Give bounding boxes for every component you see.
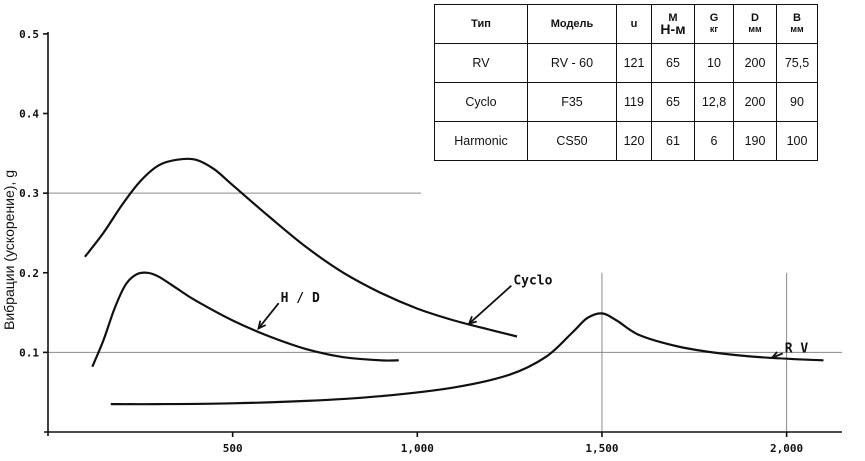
spec-header-cell: Модель <box>527 4 617 44</box>
spec-header-label: D <box>751 12 759 24</box>
annotation-arrowhead <box>769 351 780 360</box>
series-line-h-d <box>91 271 399 368</box>
spec-header-label: M <box>668 12 678 24</box>
spec-table-cell: RV - 60 <box>527 43 617 83</box>
spec-table-cell: 6 <box>694 121 734 161</box>
spec-table-cell: Cyclo <box>434 82 528 122</box>
annotations: Cyclo H / D R V <box>257 274 809 360</box>
spec-table-row: Harmonic CS50 120 61 6 190 100 <box>434 121 818 161</box>
spec-table-cell: CS50 <box>527 121 617 161</box>
annotation-arrow <box>468 285 512 325</box>
spec-table-cell: 100 <box>776 121 818 161</box>
spec-header-label: u <box>630 17 638 30</box>
spec-table-cell: 65 <box>651 43 695 83</box>
spec-table-cell: 200 <box>733 82 777 122</box>
x-tick-label: 1,500 <box>585 442 618 455</box>
spec-table-body: RV RV - 60 121 65 10 200 75,5 Cyclo F35 119 65 12,8… <box>434 43 818 161</box>
spec-table-cell: 65 <box>651 82 695 122</box>
spec-table-cell: 120 <box>616 121 652 161</box>
spec-header-label: B <box>793 12 801 24</box>
spec-header-label: G <box>709 12 719 24</box>
y-tick-label: 0.2 <box>19 267 39 280</box>
spec-table-cell: F35 <box>527 82 617 122</box>
spec-table-cell: 75,5 <box>776 43 818 83</box>
y-tick-label: 0.4 <box>19 108 39 121</box>
spec-header-label: Тип <box>471 17 491 30</box>
spec-table-cell: 12,8 <box>694 82 734 122</box>
x-tick-label: 2,000 <box>770 442 803 455</box>
spec-header-unit: кг <box>709 24 719 34</box>
spec-header-cell: Тип <box>434 4 528 44</box>
annotation-arrowhead <box>467 315 477 326</box>
y-tick-label: 0.5 <box>19 28 39 41</box>
x-tick-label: 500 <box>223 442 243 455</box>
spec-header-cell: M Н-м <box>651 4 695 44</box>
spec-header-unit: мм <box>790 24 804 34</box>
y-tick-label: 0.1 <box>19 346 39 359</box>
series-line-rv <box>110 312 824 406</box>
annotation-arrowhead <box>257 320 267 331</box>
spec-table-cell: 200 <box>733 43 777 83</box>
spec-table-cell: Harmonic <box>434 121 528 161</box>
spec-table-cell: 119 <box>616 82 652 122</box>
series-lines <box>84 157 824 406</box>
annotation-arrow <box>257 302 280 330</box>
spec-header-unit: Н-м <box>660 21 686 37</box>
y-axis-label: Вибрации (ускорение), g <box>1 170 17 330</box>
spec-header-unit: мм <box>748 24 762 34</box>
spec-table-cell: 10 <box>694 43 734 83</box>
gridlines <box>48 192 842 432</box>
series-line-cyclo <box>84 157 518 338</box>
spec-table-cell: 121 <box>616 43 652 83</box>
annotation-rv: R V <box>785 341 809 356</box>
y-tick-label: 0.3 <box>19 187 39 200</box>
x-tick-label: 1,000 <box>401 442 434 455</box>
annotation-cyclo: Cyclo <box>513 274 552 289</box>
spec-table-row: Cyclo F35 119 65 12,8 200 90 <box>434 82 818 122</box>
annotation-h-d: H / D <box>281 291 320 306</box>
spec-table-cell: RV <box>434 43 528 83</box>
axis-ticks: 500 1,000 1,500 2,000 0.1 0.2 0.3 0.4 0.5 <box>19 28 803 455</box>
spec-header-cell: u <box>616 4 652 44</box>
spec-table-cell: 190 <box>733 121 777 161</box>
spec-table-cell: 61 <box>651 121 695 161</box>
spec-header-label: Модель <box>550 17 594 30</box>
spec-table-cell: 90 <box>776 82 818 122</box>
spec-table-row: RV RV - 60 121 65 10 200 75,5 <box>434 43 818 83</box>
